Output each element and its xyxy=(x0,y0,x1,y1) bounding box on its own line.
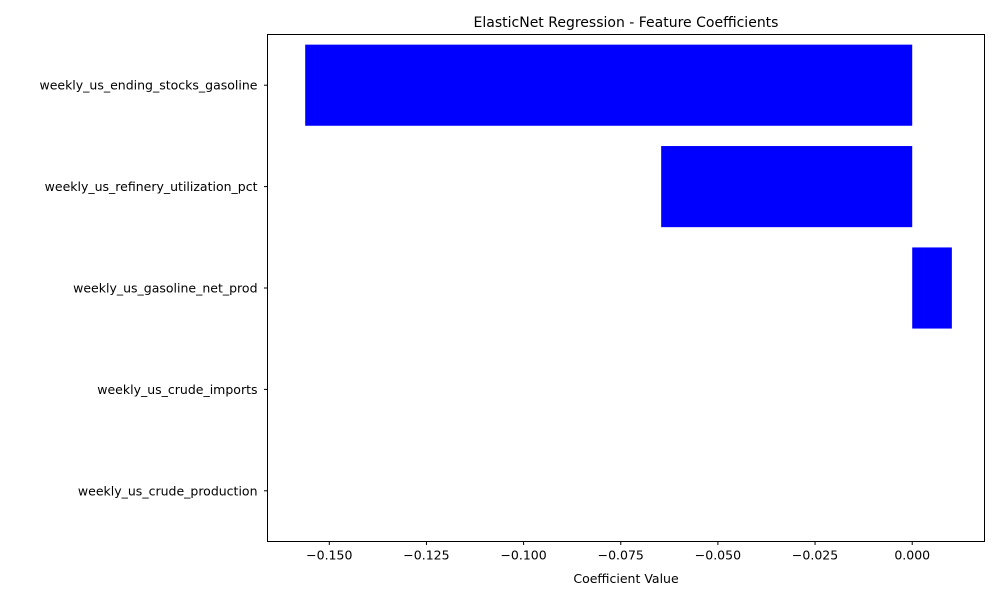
x-tick-label: −0.025 xyxy=(792,548,838,563)
bar-weekly_us_ending_stocks_gasoline xyxy=(305,44,913,126)
x-axis-label: Coefficient Value xyxy=(573,571,679,586)
x-tick-label: −0.075 xyxy=(598,548,644,563)
x-tick-label: −0.125 xyxy=(403,548,449,563)
x-axis-ticks: −0.150 −0.125 −0.100 −0.075 −0.050 −0.025 0.00… xyxy=(306,541,930,563)
y-tick-label: weekly_us_gasoline_net_prod xyxy=(73,281,257,296)
y-tick-label: weekly_us_crude_imports xyxy=(97,382,257,397)
y-axis-ticks: weekly_us_ending_stocks_gasoline weekly_u… xyxy=(39,78,268,498)
x-tick-label: −0.150 xyxy=(306,548,352,563)
chart-title: ElasticNet Regression - Feature Coeffici… xyxy=(474,15,779,31)
bar-weekly_us_refinery_utilization_pct xyxy=(661,146,913,228)
x-tick-label: −0.100 xyxy=(500,548,546,563)
y-tick-label: weekly_us_ending_stocks_gasoline xyxy=(39,78,257,93)
plot-area-frame xyxy=(267,34,985,542)
y-tick-label: weekly_us_refinery_utilization_pct xyxy=(45,179,258,194)
bars-group xyxy=(305,44,952,329)
bar-weekly_us_gasoline_net_prod xyxy=(912,247,952,329)
x-tick-label: 0.000 xyxy=(894,548,930,563)
y-tick-label: weekly_us_crude_production xyxy=(78,483,258,498)
x-tick-label: −0.050 xyxy=(695,548,741,563)
